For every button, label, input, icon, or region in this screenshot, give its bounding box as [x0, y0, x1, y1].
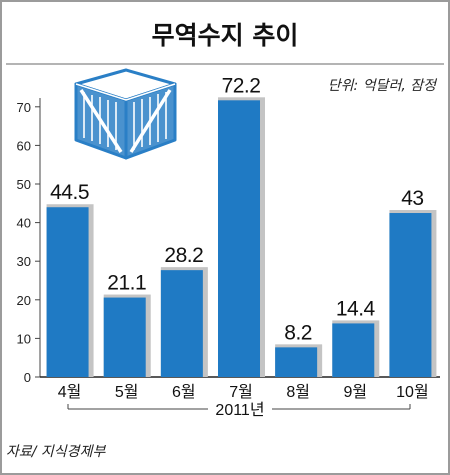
year-label: 2011년 — [215, 401, 264, 419]
y-tick-label: 20 — [17, 293, 31, 308]
y-ticks: 0 10 20 30 40 50 60 70 — [17, 100, 40, 385]
bar-value-label: 72.2 — [222, 74, 261, 97]
bar-value-label: 28.2 — [164, 244, 203, 267]
category-label: 5월 — [115, 383, 139, 401]
bars — [46, 97, 437, 378]
bar — [103, 297, 146, 377]
bar-value-label: 43 — [401, 187, 423, 210]
bar — [332, 323, 375, 377]
bar — [218, 100, 260, 378]
unit-label: 단위: 억달러, 잠정 — [328, 78, 438, 94]
source-label: 자료/ 지식경제부 — [6, 444, 106, 460]
bar-value-label: 8.2 — [284, 321, 312, 344]
y-tick-label: 40 — [17, 216, 31, 231]
y-tick-label: 30 — [17, 254, 31, 269]
y-tick-label: 70 — [17, 100, 31, 115]
bar — [389, 213, 432, 377]
category-label: 6월 — [172, 383, 196, 401]
bar — [46, 207, 89, 377]
category-label: 4월 — [58, 383, 82, 401]
y-tick-label: 0 — [24, 370, 31, 385]
category-label: 7월 — [229, 383, 253, 401]
category-labels: 4월 5월 6월 7월 8월 9월 10월 — [58, 383, 429, 401]
year-bracket — [67, 400, 411, 420]
wooden-crate-icon — [74, 68, 177, 160]
bar — [275, 347, 318, 377]
bar-value-label: 21.1 — [107, 272, 146, 295]
category-label: 9월 — [343, 383, 367, 401]
y-tick-label: 50 — [17, 177, 31, 192]
y-tick-label: 10 — [17, 331, 31, 346]
value-labels: 44.5 21.1 28.2 72.2 8.2 14.4 43 — [50, 74, 424, 344]
bar — [160, 270, 203, 377]
category-label: 10월 — [396, 383, 429, 401]
bar-value-label: 44.5 — [50, 181, 89, 204]
category-label: 8월 — [286, 383, 310, 401]
chart-title: 무역수지 추이 — [152, 21, 299, 50]
y-tick-label: 60 — [17, 138, 31, 153]
bar-value-label: 14.4 — [336, 297, 376, 320]
